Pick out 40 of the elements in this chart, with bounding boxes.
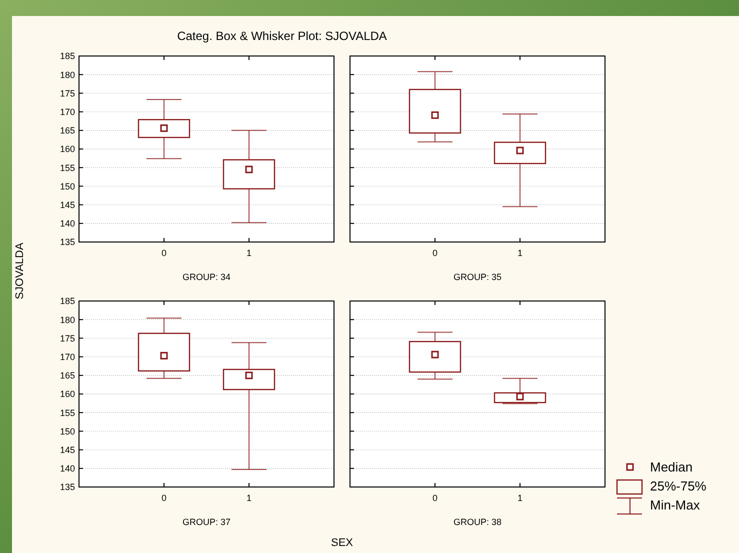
text: 25%-75%: [650, 478, 707, 494]
y-tick-label: 185: [60, 51, 75, 62]
x-tick-label: 1: [246, 248, 252, 258]
y-tick-label: 165: [60, 370, 75, 381]
x-axis-title: GROUP: 38: [453, 517, 502, 527]
y-tick-label: 145: [60, 200, 75, 210]
x-tick-label: 0: [432, 248, 438, 258]
x-axis-title: GROUP: 35: [453, 272, 502, 282]
y-tick-label: 175: [60, 333, 75, 344]
y-tick-label: 150: [60, 426, 75, 436]
chart-title: Categ. Box & Whisker Plot: SJOVALDA: [177, 29, 387, 43]
x-tick-label: 1: [517, 493, 523, 503]
text: Min-Max: [650, 498, 700, 513]
text: SEX: [330, 537, 354, 549]
y-tick-label: 140: [60, 464, 75, 474]
y-tick-label: 155: [60, 408, 75, 418]
x-tick-label: 0: [432, 493, 438, 503]
x-tick-label: 0: [161, 493, 167, 503]
y-tick-label: 135: [60, 237, 75, 248]
y-tick-label: 175: [60, 88, 75, 98]
x-tick-label: 0: [161, 248, 167, 258]
y-tick-label: 185: [60, 296, 75, 306]
y-tick-label: 180: [60, 314, 75, 325]
y-tick-label: 165: [60, 126, 75, 136]
x-tick-label: 1: [246, 493, 252, 503]
y-tick-label: 145: [60, 444, 75, 455]
text: Median: [650, 460, 693, 475]
y-tick-label: 160: [60, 144, 75, 154]
x-axis-title: GROUP: 37: [182, 517, 231, 527]
y-axis-title: SJOVALDA: [14, 242, 26, 300]
y-tick-label: 170: [60, 106, 75, 117]
y-tick-label: 140: [60, 218, 75, 229]
y-tick-label: 135: [60, 482, 75, 492]
x-tick-label: 1: [517, 248, 523, 258]
y-tick-label: 180: [60, 70, 75, 80]
y-tick-label: 160: [60, 389, 75, 400]
y-tick-label: 150: [60, 181, 75, 192]
y-tick-label: 155: [60, 162, 75, 173]
y-tick-label: 170: [60, 352, 75, 362]
x-axis-title: GROUP: 34: [182, 272, 231, 282]
